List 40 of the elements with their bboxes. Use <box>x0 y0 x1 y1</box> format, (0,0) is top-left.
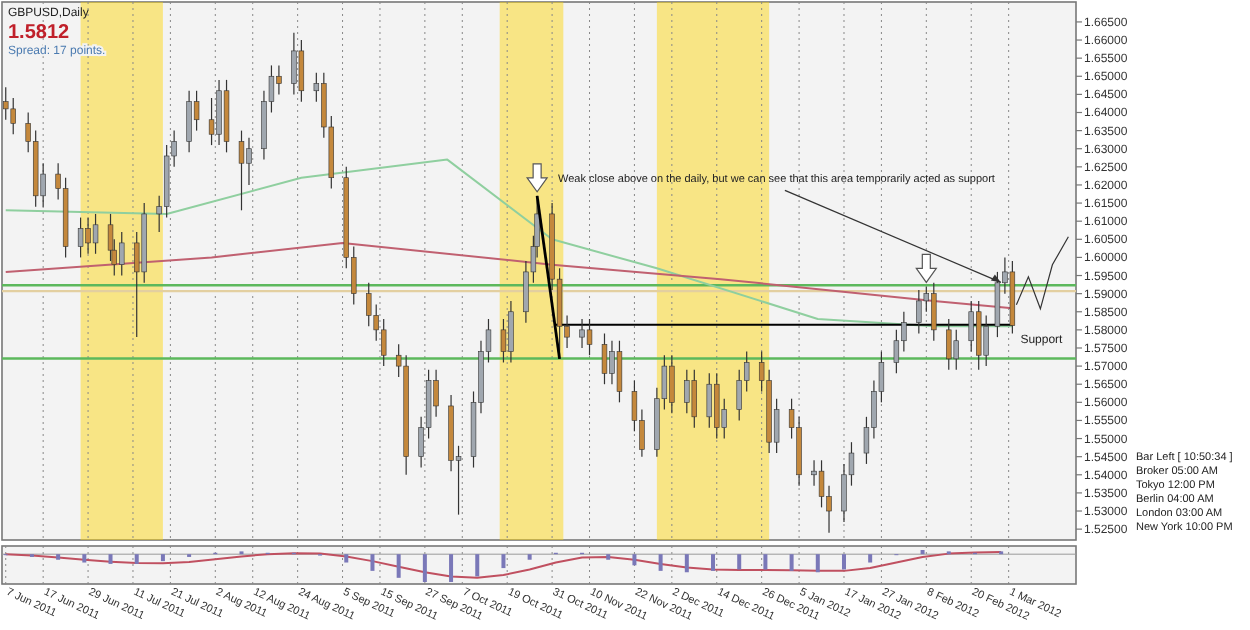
candlestick <box>238 130 245 211</box>
candlestick <box>216 79 222 146</box>
candlestick <box>276 64 282 95</box>
candlestick <box>3 86 9 121</box>
candlestick <box>208 97 215 146</box>
candlestick <box>92 213 99 255</box>
candlestick <box>669 354 675 414</box>
candlestick <box>186 90 192 153</box>
candlestick <box>706 372 712 429</box>
candlestick <box>609 340 615 385</box>
candlestick <box>946 318 952 371</box>
candlestick <box>691 369 697 429</box>
candlestick <box>366 282 372 327</box>
candlestick <box>119 231 125 277</box>
candlestick <box>893 329 900 374</box>
candlestick <box>684 369 690 414</box>
candlestick <box>953 329 959 371</box>
candlestick <box>579 318 585 349</box>
candlestick <box>10 97 16 135</box>
candlestick <box>931 282 937 342</box>
candlestick <box>508 300 514 364</box>
candlestick <box>601 332 608 385</box>
candlestick <box>291 32 297 95</box>
candlestick <box>500 318 507 364</box>
line-series <box>4 158 1014 328</box>
candlestick <box>796 416 802 487</box>
candlestick <box>77 216 84 259</box>
candlestick <box>246 137 252 186</box>
candlestick <box>983 314 989 367</box>
candlestick <box>85 216 91 255</box>
text: 1.5812 <box>8 22 71 44</box>
candlestick <box>976 300 982 371</box>
candlestick <box>298 39 305 103</box>
candlestick <box>736 369 742 422</box>
candlestick <box>714 372 720 440</box>
candlestick <box>968 300 974 353</box>
candlestick <box>616 340 623 403</box>
candlestick <box>381 318 387 367</box>
candlestick <box>916 289 922 335</box>
candlestick <box>586 318 593 356</box>
